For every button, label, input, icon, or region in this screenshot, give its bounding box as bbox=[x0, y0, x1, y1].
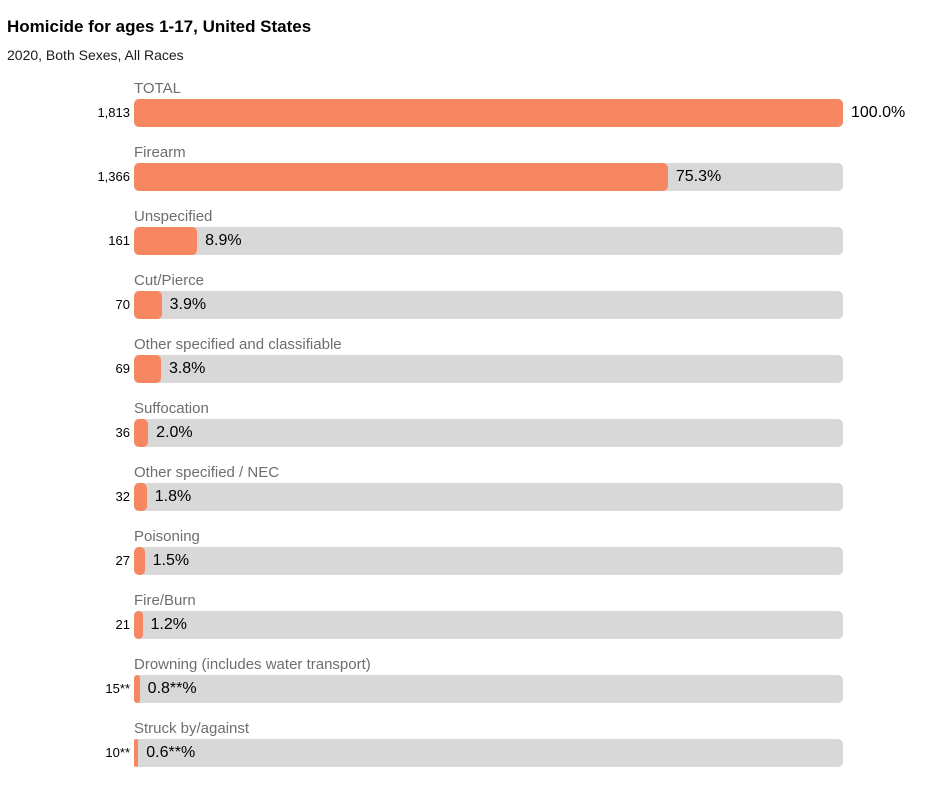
bar-track: 8.9% bbox=[134, 226, 843, 255]
bar-track: 100.0% bbox=[134, 98, 905, 127]
bar-count-value: 32 bbox=[115, 489, 130, 505]
bar-percent-label: 0.8**% bbox=[147, 679, 197, 697]
bar-fill bbox=[134, 354, 161, 383]
page-subtitle: 2020, Both Sexes, All Races bbox=[7, 46, 184, 63]
bar-category-label: Unspecified bbox=[134, 207, 213, 225]
bar-category-label: Firearm bbox=[134, 143, 186, 161]
bar-fill bbox=[134, 290, 162, 319]
bar-percent-label: 3.9% bbox=[169, 295, 207, 313]
bar-category-label: Drowning (includes water transport) bbox=[134, 655, 371, 673]
bar-percent-label: 8.9% bbox=[205, 231, 242, 249]
bar-fill bbox=[134, 226, 198, 255]
bar-count-value: 70 bbox=[115, 297, 130, 313]
bar-fill bbox=[134, 482, 147, 511]
bar-track: 1.8% bbox=[134, 482, 843, 511]
bar-count-value: 36 bbox=[115, 425, 130, 441]
bar-track: 0.8**% bbox=[134, 674, 843, 703]
horizontal-bar-chart: TOTAL 1,813 100.0% Firearm 1,366 75.3% U… bbox=[7, 79, 926, 767]
bar-row: Cut/Pierce 70 3.9% bbox=[7, 271, 926, 319]
bar-row: Suffocation 36 2.0% bbox=[7, 399, 926, 447]
bar-percent-label: 75.3% bbox=[675, 167, 722, 185]
bar-category-label: Suffocation bbox=[134, 399, 209, 417]
bar-category-label: Struck by/against bbox=[134, 719, 250, 737]
bar-track: 2.0% bbox=[134, 418, 843, 447]
bar-row: Unspecified 161 8.9% bbox=[7, 207, 926, 255]
bar-category-label: Poisoning bbox=[134, 527, 200, 545]
bar-track: 1.2% bbox=[134, 610, 843, 639]
bar-track: 1.5% bbox=[134, 546, 843, 575]
bar-track: 3.8% bbox=[134, 354, 843, 383]
bar-fill bbox=[134, 738, 139, 767]
bar-percent-label: 1.2% bbox=[150, 615, 187, 633]
bar-count-value: 1,813 bbox=[97, 105, 130, 121]
bar-count-value: 27 bbox=[115, 553, 130, 569]
bar-fill bbox=[134, 418, 149, 447]
bar-row: Drowning (includes water transport) 15**… bbox=[7, 655, 926, 703]
bar-row: Other specified and classifiable 69 3.8% bbox=[7, 335, 926, 383]
bar-category-label: Fire/Burn bbox=[134, 591, 196, 609]
bar-percent-label: 1.5% bbox=[152, 551, 190, 569]
bar-fill bbox=[134, 162, 668, 191]
bar-percent-label: 2.0% bbox=[156, 423, 193, 441]
bar-count-value: 161 bbox=[108, 233, 130, 249]
page-title: Homicide for ages 1-17, United States bbox=[7, 17, 312, 36]
bar-track: 3.9% bbox=[134, 290, 843, 319]
bar-percent-label: 3.8% bbox=[168, 359, 206, 377]
bar-percent-label: 1.8% bbox=[154, 487, 192, 505]
bar-row: Struck by/against 10** 0.6**% bbox=[7, 719, 926, 767]
bar-track: 75.3% bbox=[134, 162, 843, 191]
bar-count-value: 69 bbox=[115, 361, 130, 377]
bar-count-value: 10** bbox=[105, 745, 130, 761]
bar-category-label: TOTAL bbox=[134, 79, 181, 97]
bar-track: 0.6**% bbox=[134, 738, 843, 767]
bar-rows: TOTAL 1,813 100.0% Firearm 1,366 75.3% U… bbox=[7, 79, 926, 767]
bar-fill bbox=[134, 98, 843, 127]
bar-category-label: Cut/Pierce bbox=[134, 271, 205, 289]
bar-fill bbox=[134, 610, 143, 639]
bar-category-label: Other specified and classifiable bbox=[134, 335, 342, 353]
bar-count-value: 1,366 bbox=[97, 169, 130, 185]
bar-count-value: 15** bbox=[105, 681, 130, 697]
bar-row: TOTAL 1,813 100.0% bbox=[7, 79, 926, 127]
bar-row: Fire/Burn 21 1.2% bbox=[7, 591, 926, 639]
bar-count-value: 21 bbox=[115, 617, 130, 633]
bar-row: Firearm 1,366 75.3% bbox=[7, 143, 926, 191]
bar-row: Poisoning 27 1.5% bbox=[7, 527, 926, 575]
bar-percent-label: 0.6**% bbox=[146, 743, 196, 761]
bar-fill bbox=[134, 546, 145, 575]
bar-row: Other specified / NEC 32 1.8% bbox=[7, 463, 926, 511]
bar-category-label: Other specified / NEC bbox=[134, 463, 280, 481]
bar-percent-label: 100.0% bbox=[851, 103, 906, 121]
bar-fill bbox=[134, 674, 140, 703]
